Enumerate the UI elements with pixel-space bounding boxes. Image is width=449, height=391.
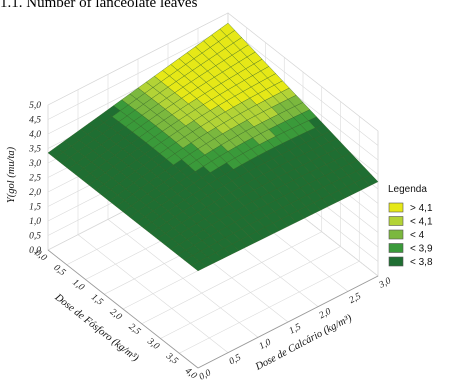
- legend-swatch: [388, 202, 404, 213]
- y-tick-label: 1,0: [258, 337, 273, 352]
- y-tick-label: 2,5: [348, 291, 363, 306]
- grid-line: [107, 219, 259, 338]
- legend-label: < 4,1: [410, 217, 433, 228]
- z-tick-label: 4,5: [29, 116, 41, 126]
- legend-label: > 4,1: [410, 203, 433, 214]
- legend-swatch: [388, 229, 404, 240]
- z-tick-label: 5,0: [29, 101, 41, 111]
- z-tick-label: 1,0: [29, 217, 41, 227]
- y-tick-label: 3,0: [377, 276, 393, 291]
- y-tick-label: 2,0: [318, 307, 333, 322]
- x-tick-label: 4,0: [183, 366, 199, 381]
- y-tick-label: 0,0: [198, 368, 213, 383]
- z-tick-label: 4,0: [29, 130, 41, 140]
- legend-swatch: [388, 256, 404, 267]
- legend: Legenda > 4,1 < 4,1 < 4 < 3,9 < 3,8: [388, 184, 433, 268]
- y-tick-label: 0,5: [228, 353, 243, 368]
- axis-ticks: 0,00,51,01,52,02,53,03,54,04,55,00,00,51…: [28, 101, 393, 383]
- y-tick-label: 1,5: [288, 322, 303, 337]
- x-tick-label: 3,5: [163, 351, 179, 367]
- z-tick-label: 2,0: [29, 188, 41, 198]
- legend-swatch: [388, 243, 404, 253]
- x-tick-label: 2,0: [108, 307, 124, 322]
- z-axis-label: Y(gol (mu/ta): [6, 146, 17, 203]
- z-tick-label: 3,5: [28, 145, 41, 155]
- axis-line: [197, 275, 379, 369]
- z-tick-label: 0,0: [29, 246, 41, 256]
- legend-label: < 3,8: [410, 257, 433, 268]
- response-surface: [47, 22, 379, 272]
- legend-title: Legenda: [388, 184, 427, 195]
- surface-cell: [190, 260, 207, 272]
- x-tick-label: 0,5: [52, 263, 68, 278]
- legend-label: < 4: [410, 230, 425, 241]
- x-tick-label: 2,5: [127, 322, 143, 337]
- z-tick-label: 2,5: [29, 174, 41, 184]
- legend-label: < 3,9: [410, 244, 433, 255]
- z-tick-label: 0,5: [29, 232, 41, 242]
- legend-swatch: [388, 216, 404, 226]
- z-tick-label: 1,5: [29, 203, 41, 213]
- axis-line: [47, 249, 199, 369]
- x-tick-label: 1,0: [70, 278, 86, 293]
- z-tick-label: 3,0: [28, 159, 41, 169]
- x-tick-label: 1,5: [89, 292, 105, 307]
- grid-line: [77, 234, 229, 353]
- x-tick-label: 3,0: [145, 336, 161, 352]
- chart-caption: 1.1. Number of lanceolate leaves: [0, 0, 198, 11]
